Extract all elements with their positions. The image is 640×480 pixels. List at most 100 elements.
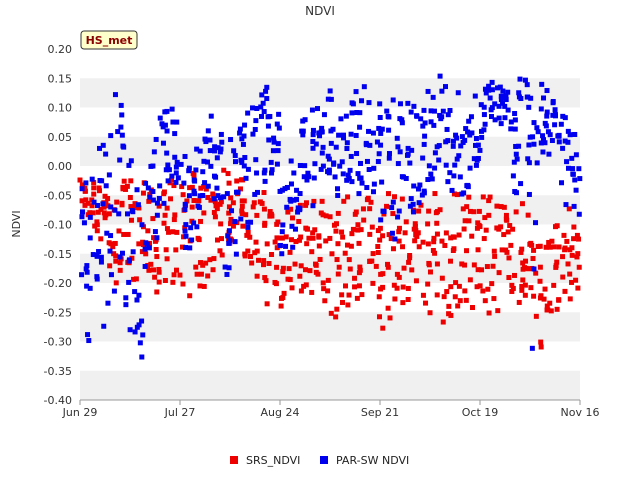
data-point-srs-ndvi [196,198,202,204]
data-point-par-sw-ndvi [151,149,157,155]
data-point-par-sw-ndvi [86,338,92,344]
data-point-par-sw-ndvi [550,112,556,118]
data-point-srs-ndvi [103,200,109,206]
data-point-srs-ndvi [164,256,170,262]
data-point-par-sw-ndvi [135,202,141,208]
data-point-par-sw-ndvi [98,259,104,265]
data-point-par-sw-ndvi [164,108,170,114]
data-point-srs-ndvi [400,300,406,306]
data-point-par-sw-ndvi [432,165,438,171]
data-point-par-sw-ndvi [439,114,445,120]
data-point-par-sw-ndvi [556,133,562,139]
data-point-srs-ndvi [542,286,548,292]
data-point-srs-ndvi [171,183,177,189]
data-point-srs-ndvi [79,198,85,204]
data-point-srs-ndvi [228,216,234,222]
data-point-par-sw-ndvi [529,345,535,351]
data-point-srs-ndvi [290,215,296,221]
data-point-srs-ndvi [451,191,457,197]
data-point-srs-ndvi [312,227,318,233]
data-point-par-sw-ndvi [355,171,361,177]
data-point-srs-ndvi [491,296,497,302]
data-point-par-sw-ndvi [439,88,445,94]
data-point-srs-ndvi [520,260,526,266]
data-point-par-sw-ndvi [345,172,351,178]
data-point-par-sw-ndvi [106,172,112,178]
data-point-srs-ndvi [510,285,516,291]
data-point-srs-ndvi [329,251,335,257]
data-point-srs-ndvi [434,209,440,215]
data-point-srs-ndvi [385,264,391,270]
data-point-srs-ndvi [425,221,431,227]
data-point-par-sw-ndvi [428,171,434,177]
data-point-par-sw-ndvi [328,96,334,102]
data-point-par-sw-ndvi [371,181,377,187]
data-point-par-sw-ndvi [533,220,539,226]
data-point-par-sw-ndvi [478,102,484,108]
data-point-srs-ndvi [127,194,133,200]
data-point-srs-ndvi [573,277,579,283]
data-point-srs-ndvi [477,224,483,230]
data-point-srs-ndvi [114,199,120,205]
y-tick-label: 0.10 [48,102,73,115]
data-point-srs-ndvi [355,227,361,233]
data-point-par-sw-ndvi [222,264,228,270]
data-point-par-sw-ndvi [498,121,504,127]
data-point-par-sw-ndvi [258,104,264,110]
data-point-par-sw-ndvi [108,233,114,239]
data-point-srs-ndvi [556,297,562,303]
data-point-srs-ndvi [323,238,329,244]
data-point-par-sw-ndvi [117,157,123,163]
data-point-srs-ndvi [264,241,270,247]
data-point-par-sw-ndvi [108,133,114,139]
data-point-par-sw-ndvi [444,126,450,132]
data-point-srs-ndvi [455,303,461,309]
data-point-srs-ndvi [315,271,321,277]
data-point-srs-ndvi [414,230,420,236]
data-point-srs-ndvi [519,283,525,289]
data-point-par-sw-ndvi [550,100,556,106]
data-point-srs-ndvi [325,277,331,283]
data-point-srs-ndvi [298,234,304,240]
data-point-par-sw-ndvi [157,183,163,189]
data-point-par-sw-ndvi [405,151,411,157]
data-point-srs-ndvi [486,310,492,316]
data-point-par-sw-ndvi [103,151,109,157]
data-point-srs-ndvi [426,262,432,268]
data-point-srs-ndvi [464,248,470,254]
data-point-srs-ndvi [262,275,268,281]
data-point-par-sw-ndvi [294,196,300,202]
data-point-par-sw-ndvi [165,178,171,184]
data-point-srs-ndvi [462,288,468,294]
data-point-par-sw-ndvi [134,187,140,193]
data-point-srs-ndvi [569,279,575,285]
data-point-par-sw-ndvi [443,139,449,145]
data-point-srs-ndvi [242,253,248,259]
data-point-par-sw-ndvi [534,125,540,131]
data-point-srs-ndvi [307,268,313,274]
data-point-srs-ndvi [214,206,220,212]
data-point-srs-ndvi [576,236,582,242]
data-point-par-sw-ndvi [465,182,471,188]
data-point-srs-ndvi [353,209,359,215]
data-point-par-sw-ndvi [280,222,286,228]
data-point-par-sw-ndvi [524,82,530,88]
data-point-par-sw-ndvi [192,178,198,184]
data-point-par-sw-ndvi [451,173,457,179]
data-point-par-sw-ndvi [170,119,176,125]
data-point-srs-ndvi [432,250,438,256]
data-point-srs-ndvi [425,281,431,287]
data-point-srs-ndvi [574,254,580,260]
data-point-par-sw-ndvi [175,175,181,181]
data-point-srs-ndvi [537,264,543,270]
data-point-srs-ndvi [538,344,544,350]
data-point-par-sw-ndvi [325,96,331,102]
data-point-srs-ndvi [333,314,339,320]
data-point-par-sw-ndvi [455,90,461,96]
data-point-par-sw-ndvi [275,148,281,154]
data-point-srs-ndvi [364,197,370,203]
data-point-par-sw-ndvi [376,151,382,157]
data-point-srs-ndvi [317,256,323,262]
data-point-srs-ndvi [412,238,418,244]
site-badge-label: HS_met [86,34,133,47]
